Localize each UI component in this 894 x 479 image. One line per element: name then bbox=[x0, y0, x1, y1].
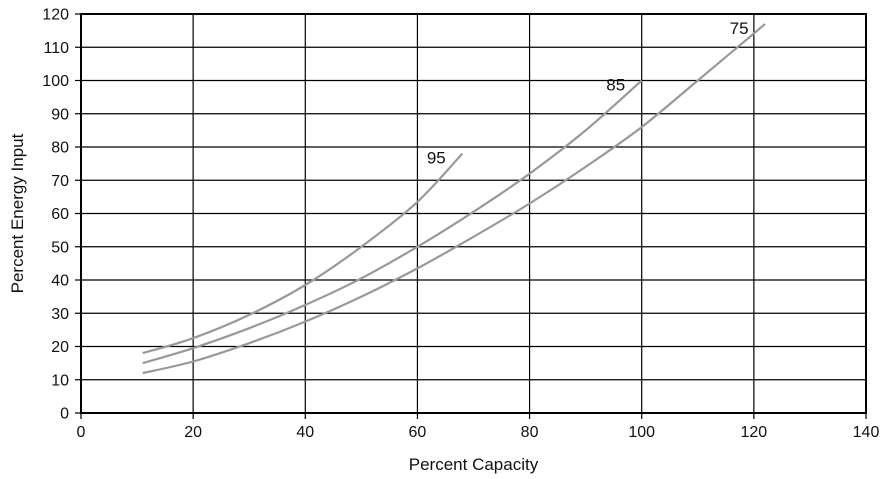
x-axis-title: Percent Capacity bbox=[409, 455, 539, 474]
x-tick-label: 80 bbox=[521, 424, 539, 441]
y-tick-label: 70 bbox=[51, 173, 69, 190]
y-tick-label: 50 bbox=[51, 239, 69, 256]
series-lines bbox=[142, 23, 766, 375]
y-tick-label: 10 bbox=[51, 372, 69, 389]
x-tick-label: 20 bbox=[184, 424, 202, 441]
y-tick-label: 80 bbox=[51, 140, 69, 157]
series-label-95: 95 bbox=[427, 149, 446, 168]
x-tick-label: 140 bbox=[853, 424, 880, 441]
y-tick-label: 120 bbox=[42, 7, 69, 24]
y-tick-label: 20 bbox=[51, 339, 69, 356]
series-label-85: 85 bbox=[606, 76, 625, 95]
x-tick-label: 60 bbox=[409, 424, 427, 441]
x-tick-label: 100 bbox=[628, 424, 655, 441]
y-tick-label: 90 bbox=[51, 106, 69, 123]
y-tick-label: 30 bbox=[51, 306, 69, 323]
y-axis-title: Percent Energy Input bbox=[8, 133, 27, 293]
y-tick-label: 0 bbox=[60, 406, 69, 423]
series-line-95 bbox=[142, 152, 464, 355]
axis-ticks: 0 20 40 60 80 100 120 140 0 10 20 30 40 50 60 70 80 90 100… bbox=[42, 7, 879, 442]
x-tick-label: 0 bbox=[77, 424, 86, 441]
y-tick-label: 40 bbox=[51, 273, 69, 290]
x-tick-label: 120 bbox=[741, 424, 768, 441]
series-label-75: 75 bbox=[730, 19, 749, 38]
series-line-75 bbox=[142, 23, 766, 375]
series-labels: 95 85 75 bbox=[427, 19, 749, 168]
y-tick-label: 60 bbox=[51, 206, 69, 223]
x-tick-label: 40 bbox=[296, 424, 314, 441]
y-tick-label: 110 bbox=[43, 40, 69, 57]
y-tick-label: 100 bbox=[42, 73, 69, 90]
series-line-85 bbox=[142, 79, 643, 365]
grid bbox=[81, 14, 866, 413]
